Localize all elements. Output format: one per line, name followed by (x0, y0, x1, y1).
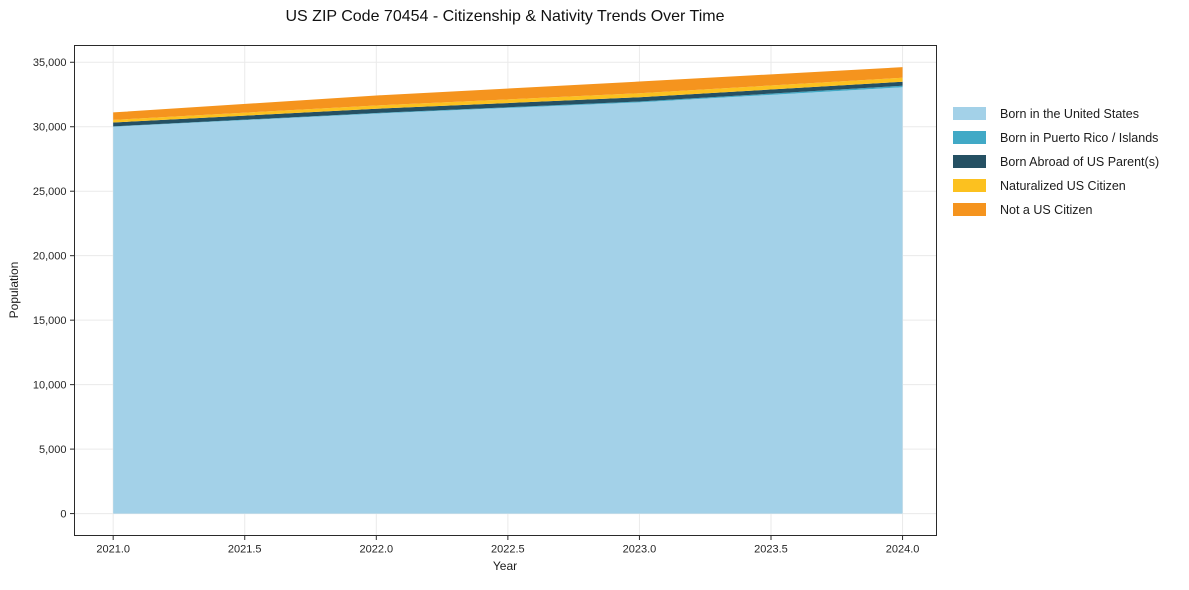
x-tick-label: 2021.0 (96, 544, 130, 556)
legend-swatch (953, 107, 986, 120)
legend-item-born-abroad-of-us-parents: Born Abroad of US Parent(s) (953, 154, 1160, 169)
x-tick-label: 2023.5 (754, 544, 788, 556)
area-naturalized-us-citizen (113, 77, 903, 123)
legend-item-not-a-us-citizen: Not a US Citizen (953, 202, 1159, 217)
x-tick-label: 2022.5 (491, 544, 525, 556)
y-tick-label: 30,000 (33, 122, 67, 134)
legend-item-naturalized-us-citizen: Naturalized US Citizen (953, 178, 1159, 193)
y-tick-label: 35,000 (33, 57, 67, 69)
legend-label: Born in the United States (1000, 106, 1139, 121)
legend-label: Not a US Citizen (1000, 202, 1093, 217)
x-axis-label: Year (492, 559, 518, 573)
x-tick-label: 2023.0 (623, 544, 657, 556)
legend-swatch (953, 179, 986, 192)
y-tick-label: 15,000 (33, 315, 67, 327)
legend-label: Naturalized US Citizen (1000, 178, 1126, 193)
x-tick-label: 2021.5 (228, 544, 262, 556)
area-born-in-puerto-rico-islands (113, 85, 903, 127)
area-born-abroad-of-us-parent-s (113, 81, 903, 127)
y-tick-label: 20,000 (33, 250, 67, 262)
area-not-a-us-citizen (113, 67, 903, 120)
y-tick-label: 25,000 (33, 186, 67, 198)
legend-label: Born Abroad of US Parent(s) (1000, 154, 1160, 169)
legend-swatch (953, 131, 986, 144)
legend-swatch (953, 155, 986, 168)
chart-title: US ZIP Code 70454 - Citizenship & Nativi… (285, 8, 725, 25)
area-born-in-the-united-states (113, 87, 903, 514)
legend-item-born-in-the-united-states: Born in the United States (953, 106, 1159, 121)
legend-swatch (953, 203, 986, 216)
x-tick-label: 2024.0 (886, 544, 920, 556)
plot-border (74, 45, 937, 536)
y-tick-label: 10,000 (33, 379, 67, 391)
y-tick-label: 5,000 (39, 444, 67, 456)
legend-label: Born in Puerto Rico / Islands (1000, 130, 1159, 145)
legend: Born in the United States Born in Puerto… (953, 107, 1159, 227)
legend-item-born-in-puerto-rico-islands: Born in Puerto Rico / Islands (953, 130, 1159, 145)
y-axis-label: Population (7, 261, 21, 319)
x-tick-label: 2022.0 (359, 544, 393, 556)
y-tick-label: 0 (60, 508, 66, 520)
